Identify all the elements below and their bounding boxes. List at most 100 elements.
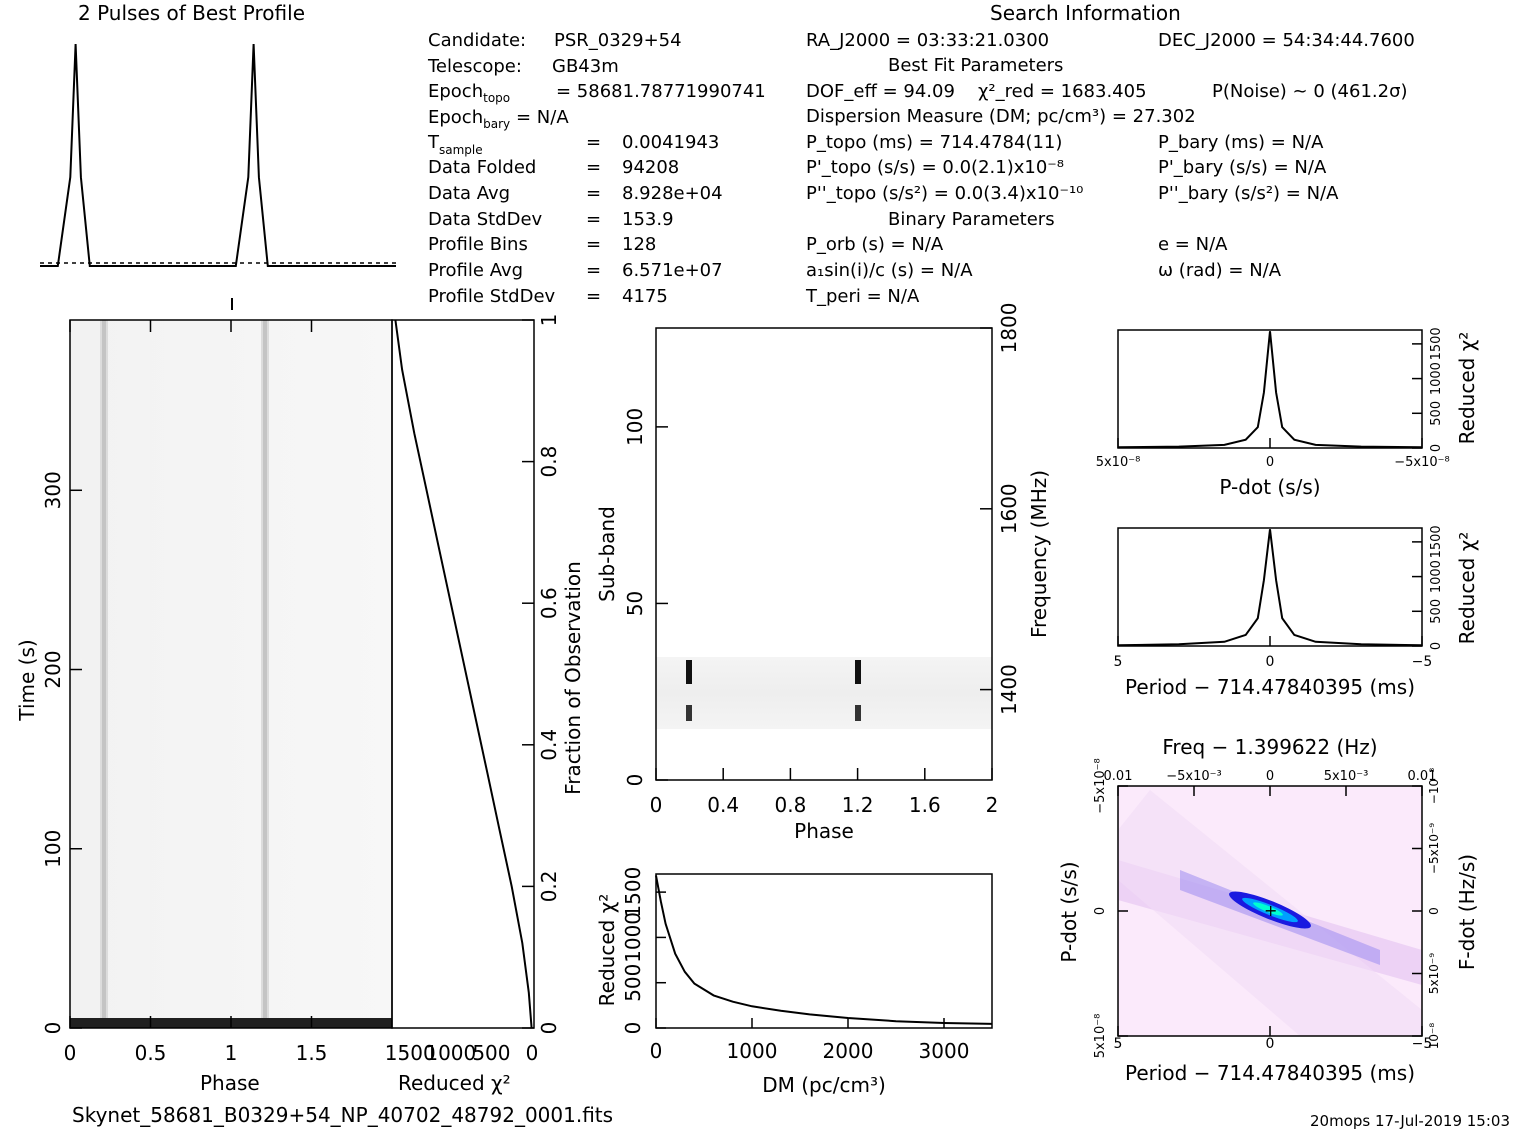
data-avg-eq: = [586,183,601,204]
pl-ylabel: P-dot (s/s) [1057,861,1081,962]
time-phase-panel: 0 0.5 1 1.5 0 100 200 300 [41,319,393,1065]
dm-xtick-label: 1000 [727,1039,778,1063]
subband-frame [655,327,993,781]
pdot-frame [1117,329,1423,449]
dm-ytick-label: 0 [621,1022,645,1035]
pd-xtick-label: 5x10⁻⁸ [1096,455,1141,470]
pl-x2tick-label: −5x10⁻³ [1166,769,1221,784]
profile-trace [40,43,396,267]
pl-y2tick-label: −5x10⁻⁹ [1427,823,1441,874]
tp-ytick-label: 0 [41,1022,65,1035]
dm-xlabel: DM (pc/cm³) [762,1073,886,1097]
candidate-label: Candidate: [428,30,526,51]
pl-y2tick-label: 10⁻⁸ [1427,1023,1441,1050]
sb-xtick-label: 0.4 [707,793,739,817]
time-phase-ticks: 0 0.5 1 1.5 0 100 200 300 [41,320,327,1065]
pnoise-text: P(Noise) ~ 0 (461.2σ) [1212,81,1408,102]
cf-xtick-label: 0 [526,1041,539,1065]
epoch-topo-label: Epochtopo [428,81,510,105]
sb-xtick-label: 2 [986,793,999,817]
tp-ylabel: Time (s) [15,639,39,721]
epoch-bary-value: = N/A [516,107,569,128]
pddtopo-text: P''_topo (s/s²) = 0.0(3.4)x10⁻¹⁰ [806,183,1083,204]
tp-ytick-label: 200 [41,650,65,688]
pl-xlabel: Period − 714.47840395 (ms) [1125,1061,1415,1085]
profile-bins-value: 128 [622,234,656,255]
pd-xtick-label: −5x10⁻⁸ [1394,455,1449,470]
best-fit-title: Best Fit Parameters [888,55,1063,76]
search-title: Search Information [990,1,1181,25]
pdot-panel: 5x10⁻⁸ 0 −5x10⁻⁸ 0 500 1000 1500 [1096,327,1450,470]
time-phase-image [70,320,392,1028]
ecc-text: e = N/A [1158,234,1228,255]
pl-y2tick-label: 5x10⁻⁹ [1427,953,1441,994]
pl-x2tick-label: 0 [1266,769,1274,784]
tsample-value: 0.0041943 [622,132,719,153]
cf-ytick-label: 0.4 [537,729,561,761]
pe-xtick-label: 5 [1114,654,1123,670]
subband-panel: 0 0.4 0.8 1.2 1.6 2 0 50 100 1400 1600 1800 [623,303,1021,817]
pulse-stripe-2-core [263,320,267,1028]
pl-y2label: F-dot (Hz/s) [1455,854,1479,970]
subband-active-band [656,657,992,729]
cf-xtick-label: 1500 [385,1041,436,1065]
pdot-trace [1117,331,1423,449]
pe-xlabel: Period − 714.47840395 (ms) [1125,675,1415,699]
sb-xtick-label: 0 [650,793,663,817]
ra-text: RA_J2000 = 03:33:21.0300 [806,30,1049,51]
pd-ytick-label: 1500 [1429,327,1444,360]
tp-ytick-label: 300 [41,471,65,509]
pl-x2tick-label: 0.01 [1408,769,1437,784]
dm-xtick-label: 3000 [919,1039,970,1063]
sb-xtick-label: 0.8 [774,793,806,817]
pe-xtick-label: −5 [1412,654,1433,670]
pl-title: Freq − 1.399622 (Hz) [1162,735,1377,759]
pe-ytick-label: 1500 [1429,525,1444,558]
cf-ytick-label: 0 [537,1022,561,1035]
dm-frame [655,873,993,1029]
sb-xtick-label: 1.2 [842,793,874,817]
pl-ytick-label: 5x10⁻⁸ [1093,1014,1108,1059]
profile-stddev-label: Profile StdDev [428,286,556,307]
pl-ytick-label: 0 [1093,907,1108,915]
cf-xtick-label: 500 [472,1041,510,1065]
pe-ylabel: Reduced χ² [1455,532,1479,645]
cf-ylabel: Fraction of Observation [561,561,585,795]
subband-ticks: 0 0.4 0.8 1.2 1.6 2 0 50 100 1400 1600 1800 [623,303,1021,817]
pdot-ticks: 5x10⁻⁸ 0 −5x10⁻⁸ 0 500 1000 1500 [1096,327,1450,470]
sb-ytick-label: 0 [623,774,647,787]
candidate-value: PSR_0329+54 [554,30,682,51]
pl-x2tick-label: 5x10⁻³ [1324,769,1369,784]
chi2-text: χ²_red = 1683.405 [978,81,1147,102]
dof-text: DOF_eff = 94.09 [806,81,955,102]
pd-ytick-label: 500 [1429,401,1444,426]
plane-panel: + 5 0 −5 0.01 −5x10⁻³ 0 5x10⁻³ 0.01 5x10⁻⁸ 0 −5x10… [1093,758,1441,1058]
pl-xtick-label: 0 [1266,1036,1275,1052]
omega-text: ω (rad) = N/A [1158,260,1282,281]
pbary-text: P_bary (ms) = N/A [1158,132,1324,153]
pdbary-text: P'_bary (s/s) = N/A [1158,157,1327,178]
dm-ytick-label: 1000 [621,912,645,963]
porb-text: P_orb (s) = N/A [806,234,944,255]
dm-ytick-label: 500 [621,964,645,1002]
plane-best-marker: + [1264,901,1277,920]
tp-xtick-label: 1.5 [296,1041,328,1065]
footer-stamp: 20mops 17-Jul-2019 15:03 [1310,1112,1510,1130]
pl-x2tick-label: 0.01 [1104,769,1133,784]
sb-y2tick-label: 1400 [997,664,1021,715]
chi2-fraction-trace [394,319,533,1029]
pl-y2tick-label: 0 [1427,907,1441,915]
ptopo-text: P_topo (ms) = 714.4784(11) [806,132,1062,153]
period-frame [1117,527,1423,647]
sb-y2tick-label: 1800 [997,303,1021,354]
pd-xtick-label: 0 [1266,455,1274,470]
pl-xtick-label: 5 [1114,1036,1123,1052]
pddbary-text: P''_bary (s/s²) = N/A [1158,183,1339,204]
tsample-label: Tsample [427,132,483,157]
sb-ytick-label: 100 [623,408,647,446]
